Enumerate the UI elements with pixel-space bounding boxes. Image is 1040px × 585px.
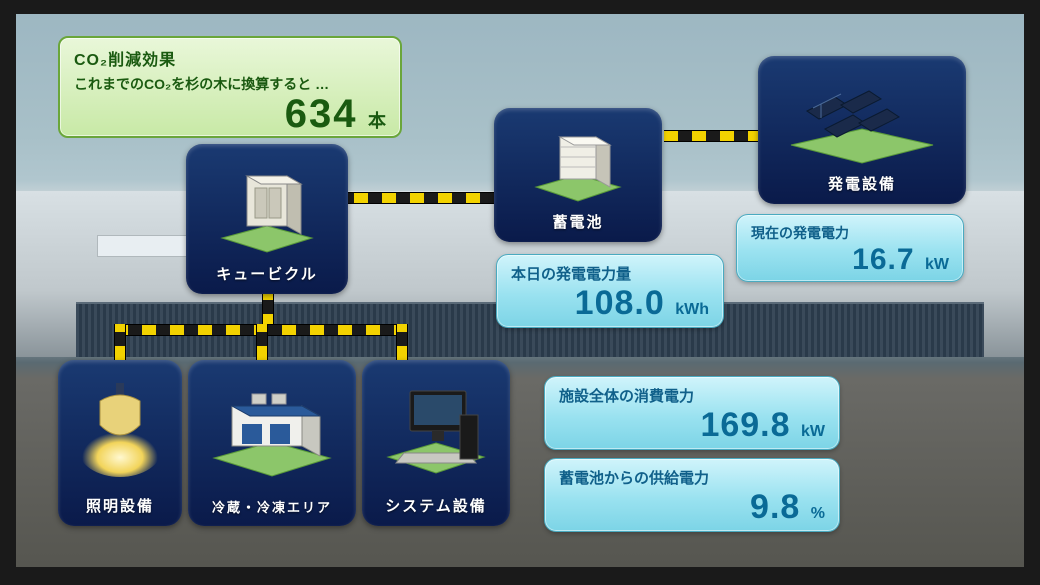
ribbon-down-cold: [256, 324, 268, 360]
panel-system: システム設備: [362, 360, 510, 526]
metric-current-generation: 現在の発電電力 16.7 kW: [736, 214, 964, 282]
metric-facility-cons-unit: kW: [801, 423, 825, 440]
co2-unit: 本: [368, 111, 386, 131]
metric-current-gen-label: 現在の発電電力: [751, 223, 949, 243]
metric-facility-cons-value: 169.8: [700, 406, 790, 444]
tv-bezel: CO₂削減効果 これまでのCO₂を杉の木に換算すると … 634 本: [0, 0, 1040, 585]
co2-subtitle: これまでのCO₂を杉の木に換算すると …: [74, 74, 386, 94]
cold-area-icon: [188, 360, 356, 497]
co2-reduction-card: CO₂削減効果 これまでのCO₂を杉の木に換算すると … 634 本: [58, 36, 402, 138]
panel-cold: 冷蔵・冷凍エリア: [188, 360, 356, 526]
panel-system-label: システム設備: [385, 495, 487, 516]
metric-current-gen-value: 16.7: [852, 243, 914, 276]
metric-today-generation: 本日の発電電力量 108.0 kWh: [496, 254, 724, 328]
solar-icon: [758, 56, 966, 173]
co2-value-row: 634 本: [74, 92, 386, 137]
metric-battery-pct-value: 9.8: [750, 488, 800, 526]
system-icon: [362, 360, 510, 495]
metric-facility-cons-label: 施設全体の消費電力: [559, 385, 825, 406]
metric-current-gen-unit: kW: [925, 256, 949, 273]
panel-cold-label: 冷蔵・冷凍エリア: [212, 497, 332, 516]
metric-today-gen-value: 108.0: [575, 284, 665, 322]
ribbon-cubicle-battery: [326, 192, 516, 204]
lighting-icon: [58, 360, 182, 495]
cubicle-icon: [186, 144, 348, 263]
ribbon-down-lighting: [114, 324, 126, 360]
panel-battery-label: 蓄電池: [552, 211, 603, 232]
panel-lighting-label: 照明設備: [86, 495, 154, 516]
co2-value: 634: [285, 92, 358, 136]
metric-battery-pct-label: 蓄電池からの供給電力: [559, 467, 825, 488]
metric-today-gen-unit: kWh: [675, 301, 709, 318]
panel-solar-label: 発電設備: [828, 173, 896, 194]
ribbon-down-system: [396, 324, 408, 360]
metric-facility-consumption: 施設全体の消費電力 169.8 kW: [544, 376, 840, 450]
metric-battery-pct-unit: %: [811, 505, 825, 522]
panel-cubicle-label: キュービクル: [216, 263, 318, 284]
metric-battery-supply: 蓄電池からの供給電力 9.8 %: [544, 458, 840, 532]
panel-lighting: 照明設備: [58, 360, 182, 526]
panel-battery: 蓄電池: [494, 108, 662, 242]
battery-icon: [494, 108, 662, 211]
panel-cubicle: キュービクル: [186, 144, 348, 294]
co2-title: CO₂削減効果: [74, 46, 386, 70]
panel-solar: 発電設備: [758, 56, 966, 204]
metric-today-gen-label: 本日の発電電力量: [511, 263, 709, 284]
dashboard-screen: CO₂削減効果 これまでのCO₂を杉の木に換算すると … 634 本: [16, 14, 1024, 567]
